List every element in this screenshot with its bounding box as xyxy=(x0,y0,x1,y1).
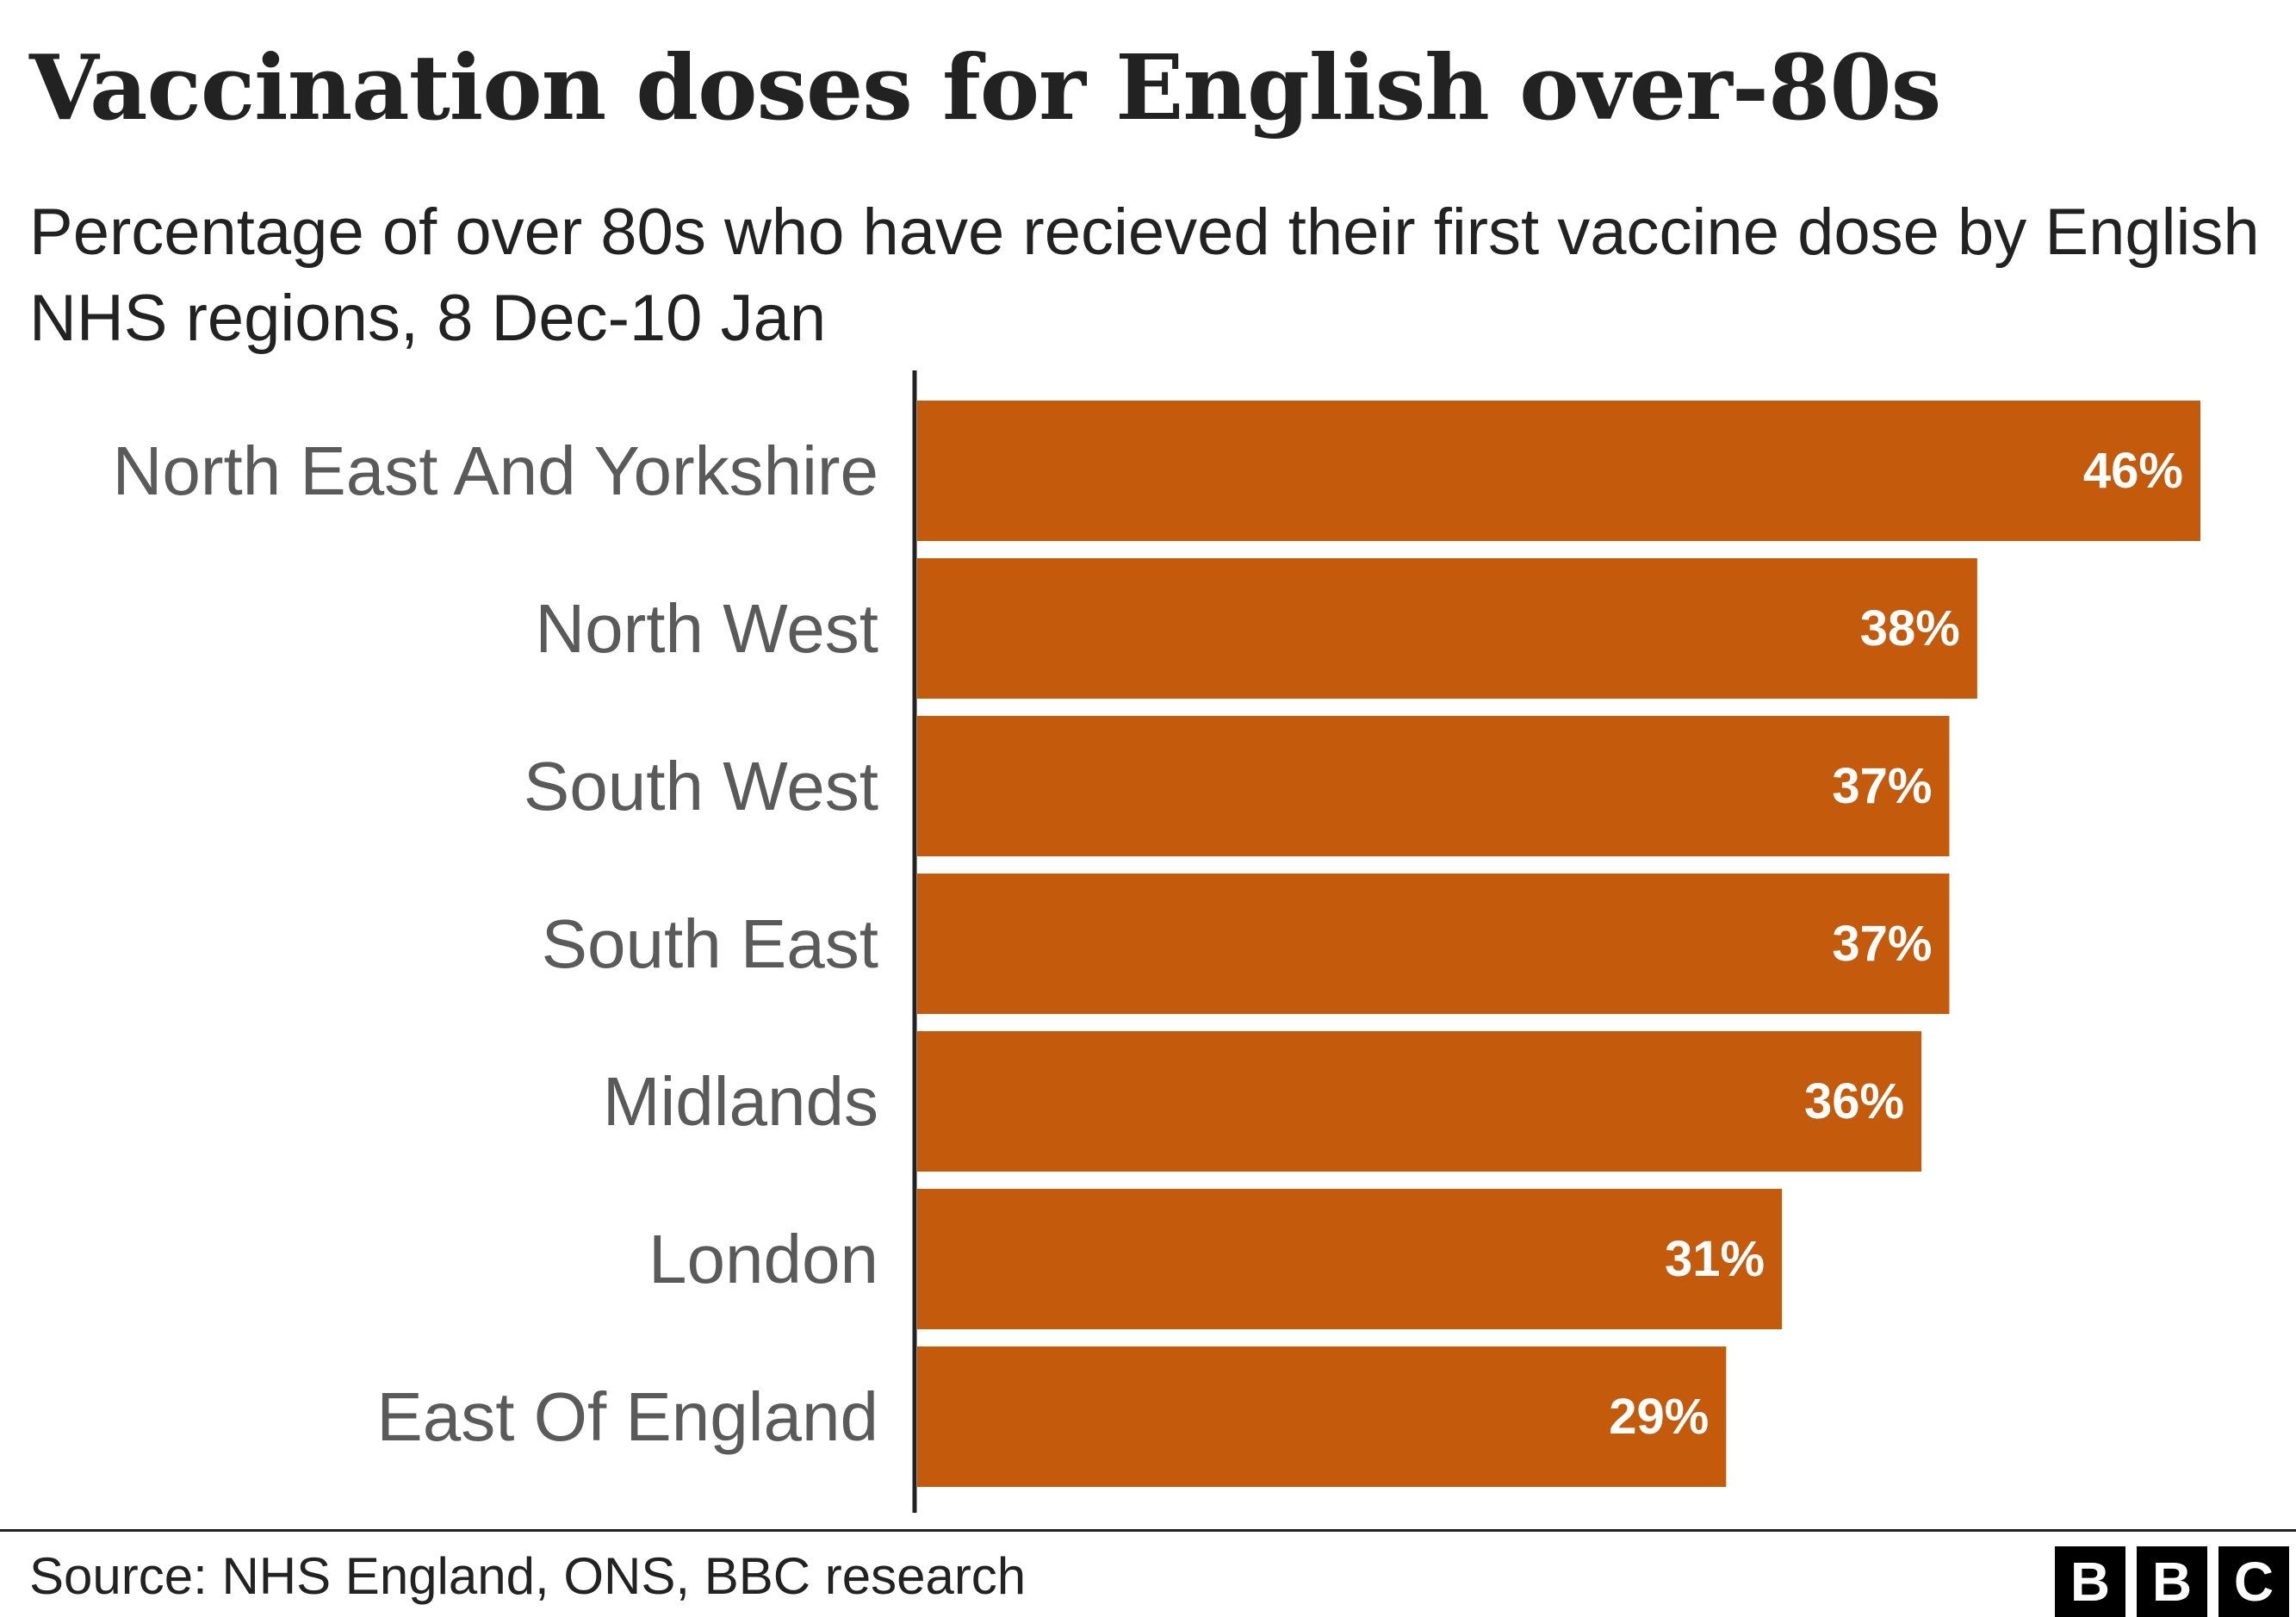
value-label: 37% xyxy=(1832,758,1932,814)
bar-north-east-and-yorkshire xyxy=(917,401,2200,541)
value-label: 31% xyxy=(1665,1231,1765,1287)
bbc-logo-block-3: C xyxy=(2218,1546,2289,1617)
bar-midlands xyxy=(917,1031,1922,1172)
bar-east-of-england xyxy=(917,1346,1727,1487)
bbc-logo: B B C xyxy=(2055,1546,2289,1617)
chart-subtitle: Percentage of over 80s who have recieved… xyxy=(29,196,2260,355)
bar-south-west xyxy=(917,716,1950,856)
bar-north-west xyxy=(917,558,1977,699)
bbc-logo-block-1: B xyxy=(2055,1546,2125,1617)
value-label: 46% xyxy=(2083,443,2183,499)
value-label: 36% xyxy=(1804,1073,1904,1129)
category-label: South West xyxy=(524,748,878,824)
footer-divider xyxy=(0,1529,2296,1532)
value-label: 37% xyxy=(1832,916,1932,972)
bar-chart: North East And Yorkshire 46% North West 38%… xyxy=(113,370,2200,1513)
category-label: Midlands xyxy=(603,1063,878,1140)
value-label: 38% xyxy=(1860,600,1960,656)
source-note: Source: NHS England, ONS, BBC research xyxy=(29,1547,1027,1605)
category-label: London xyxy=(648,1221,878,1297)
category-label: East Of England xyxy=(376,1378,878,1455)
bar-south-east xyxy=(917,874,1950,1014)
category-label: North West xyxy=(535,590,878,667)
category-label: North East And Yorkshire xyxy=(113,432,878,509)
bar-london xyxy=(917,1189,1783,1329)
chart-title: Vaccination doses for English over-80s xyxy=(29,34,1941,140)
bbc-logo-block-2: B xyxy=(2137,1546,2207,1617)
value-label: 29% xyxy=(1609,1389,1709,1445)
category-label: South East xyxy=(542,905,878,982)
